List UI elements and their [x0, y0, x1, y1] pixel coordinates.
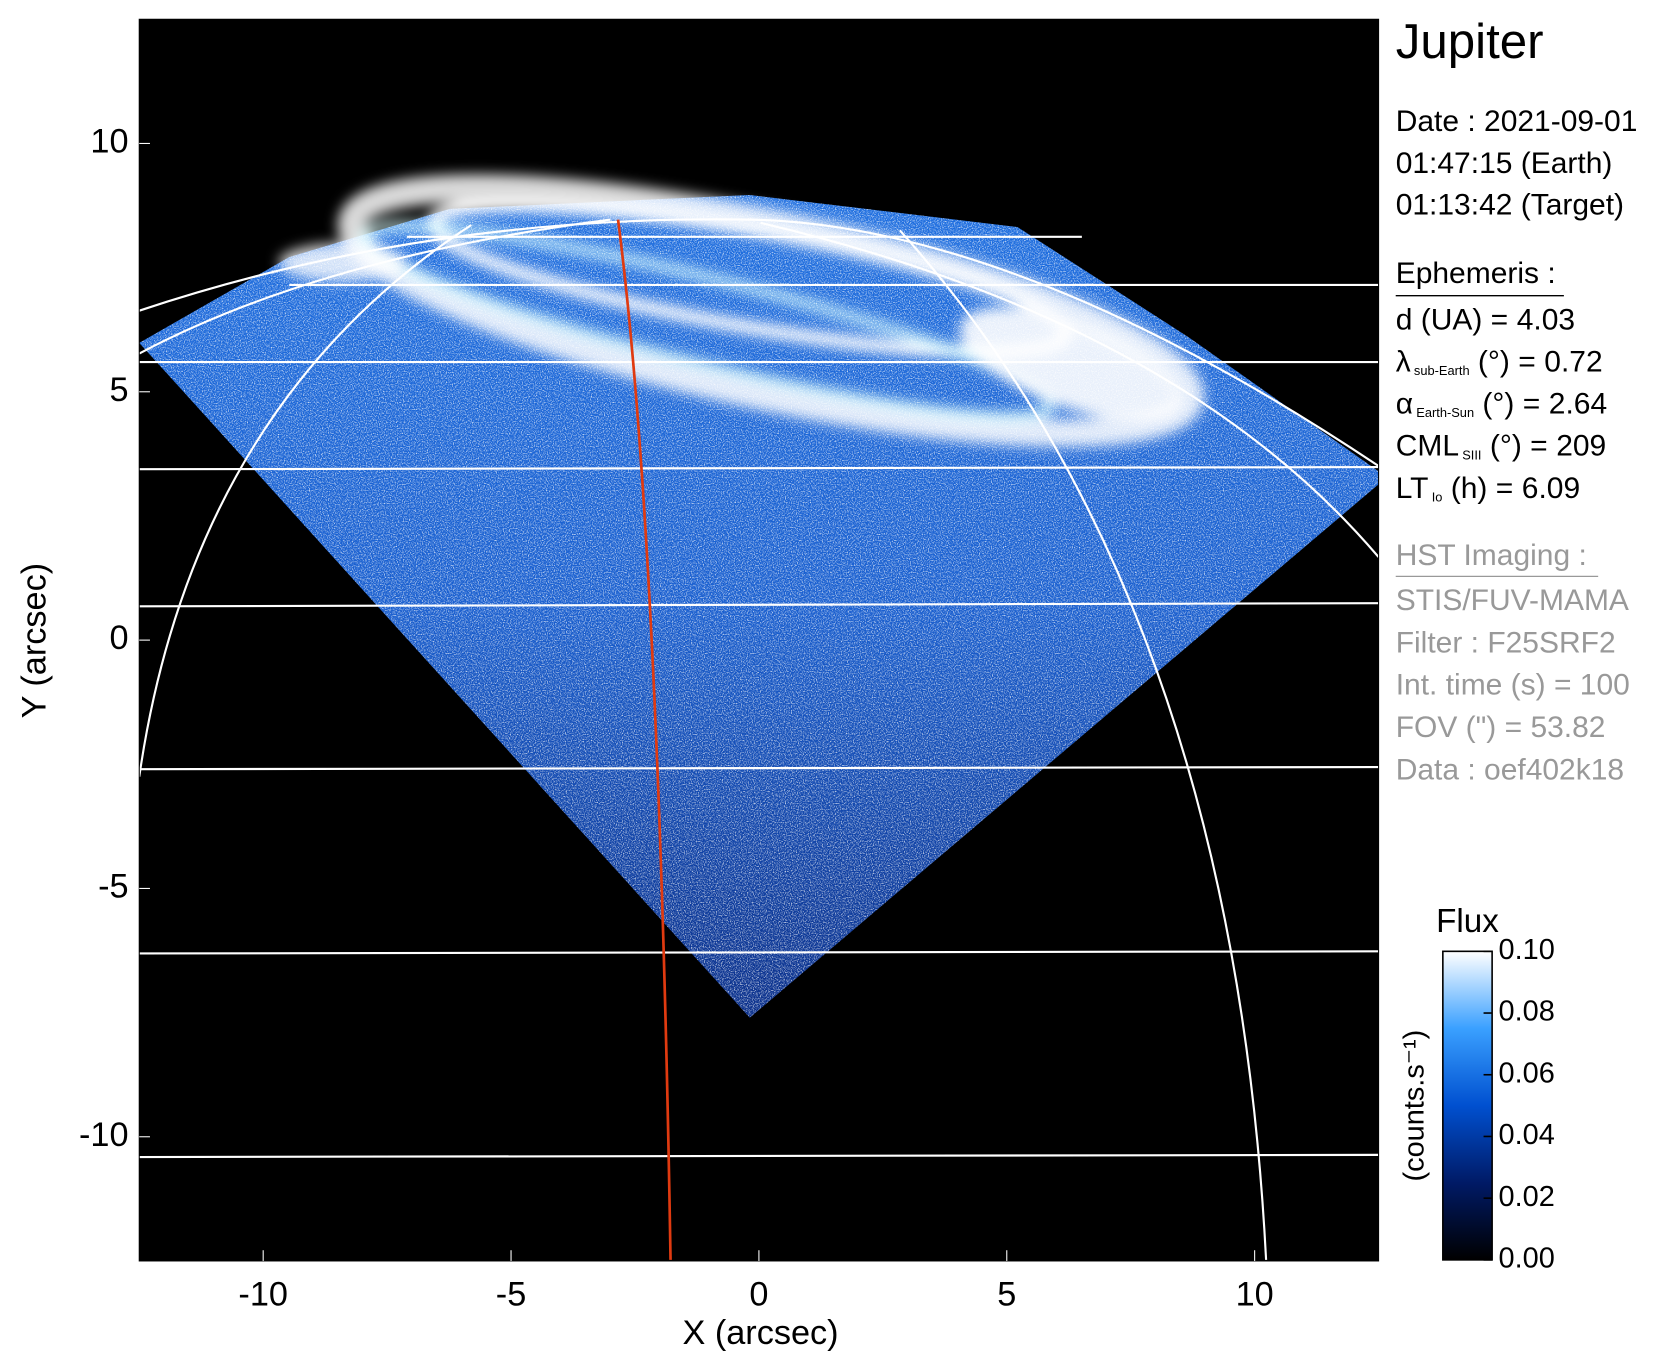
ephemeris-row: α Earth-Sun (°) = 2.64	[1396, 388, 1607, 421]
image-panel	[139, 19, 1379, 1261]
ephemeris-row: d (UA) = 4.03	[1396, 303, 1575, 336]
ephemeris-value: 6.09	[1522, 472, 1580, 505]
ephemeris-unit: (°) =	[1482, 430, 1548, 463]
y-tick-label: 10	[90, 122, 128, 160]
coordinate-grid	[139, 218, 1379, 1260]
hst-line: Int. time (s) = 100	[1396, 669, 1630, 702]
aurora	[278, 174, 1205, 447]
ephemeris-title: Ephemeris :	[1396, 257, 1556, 290]
y-tick-label: -10	[79, 1116, 129, 1154]
colorbar-title: Flux	[1436, 903, 1499, 940]
central-meridian	[616, 219, 672, 1260]
ephemeris-subscript: Io	[1432, 490, 1443, 505]
ephemeris-subscript: Earth-Sun	[1416, 406, 1474, 421]
ephemeris-unit: (°) =	[1470, 345, 1536, 378]
date-line: Date : 2021-09-01	[1396, 105, 1638, 138]
chart-title: Jupiter	[1396, 14, 1544, 69]
date-line: 01:47:15 (Earth)	[1396, 147, 1613, 180]
y-axis-label: Y (arcsec)	[15, 563, 53, 719]
ephemeris-symbol: CML	[1396, 430, 1459, 463]
x-tick-label: 5	[997, 1275, 1016, 1313]
y-tick-label: 0	[109, 619, 128, 657]
ephemeris-subscript: sub-Earth	[1414, 363, 1470, 378]
x-tick-label: -10	[238, 1275, 288, 1313]
ephemeris-value: 4.03	[1517, 303, 1575, 336]
colorbar-tick-label: 0.06	[1499, 1057, 1555, 1089]
x-tick-label: 10	[1236, 1275, 1274, 1313]
hst-line: Data : oef402k18	[1396, 753, 1624, 786]
date-line: 01:13:42 (Target)	[1396, 189, 1624, 222]
ephemeris-row: CML SIII (°) = 209	[1396, 430, 1607, 463]
y-tick-label: 5	[109, 371, 128, 409]
ephemeris-row: λ sub-Earth (°) = 0.72	[1396, 345, 1603, 378]
colorbar-tick-label: 0.00	[1499, 1243, 1555, 1275]
hst-line: Filter : F25SRF2	[1396, 626, 1616, 659]
colorbar-tick-label: 0.10	[1499, 934, 1555, 966]
ephemeris-value: 209	[1556, 430, 1606, 463]
colorbar-label: (counts.s⁻¹)	[1399, 1030, 1431, 1182]
hst-line: STIS/FUV-MAMA	[1396, 584, 1629, 617]
ephemeris-unit: (°) =	[1474, 388, 1540, 421]
ephemeris-symbol: α	[1396, 388, 1413, 421]
y-tick-label: -5	[98, 867, 128, 905]
ephemeris-symbol: λ	[1396, 345, 1411, 378]
ephemeris-unit: (h) =	[1442, 472, 1513, 505]
ephemeris-unit: =	[1482, 303, 1508, 336]
hst-line: FOV (") = 53.82	[1396, 711, 1606, 744]
ephemeris-value: 0.72	[1544, 345, 1602, 378]
x-axis-label: X (arcsec)	[682, 1314, 838, 1352]
ephemeris-row: LT Io (h) = 6.09	[1396, 472, 1580, 505]
ephemeris-symbol: LT	[1396, 472, 1429, 505]
x-tick-label: 0	[749, 1275, 768, 1313]
colorbar-tick-label: 0.08	[1499, 996, 1555, 1028]
ephemeris-subscript: SIII	[1462, 448, 1481, 463]
hst-title: HST Imaging :	[1396, 539, 1587, 572]
ephemeris-symbol: d (UA)	[1396, 303, 1483, 336]
colorbar	[1442, 950, 1493, 1261]
ephemeris-value: 2.64	[1549, 388, 1607, 421]
x-tick-label: -5	[496, 1275, 526, 1313]
colorbar-tick-label: 0.02	[1499, 1181, 1555, 1213]
colorbar-tick-label: 0.04	[1499, 1119, 1555, 1151]
